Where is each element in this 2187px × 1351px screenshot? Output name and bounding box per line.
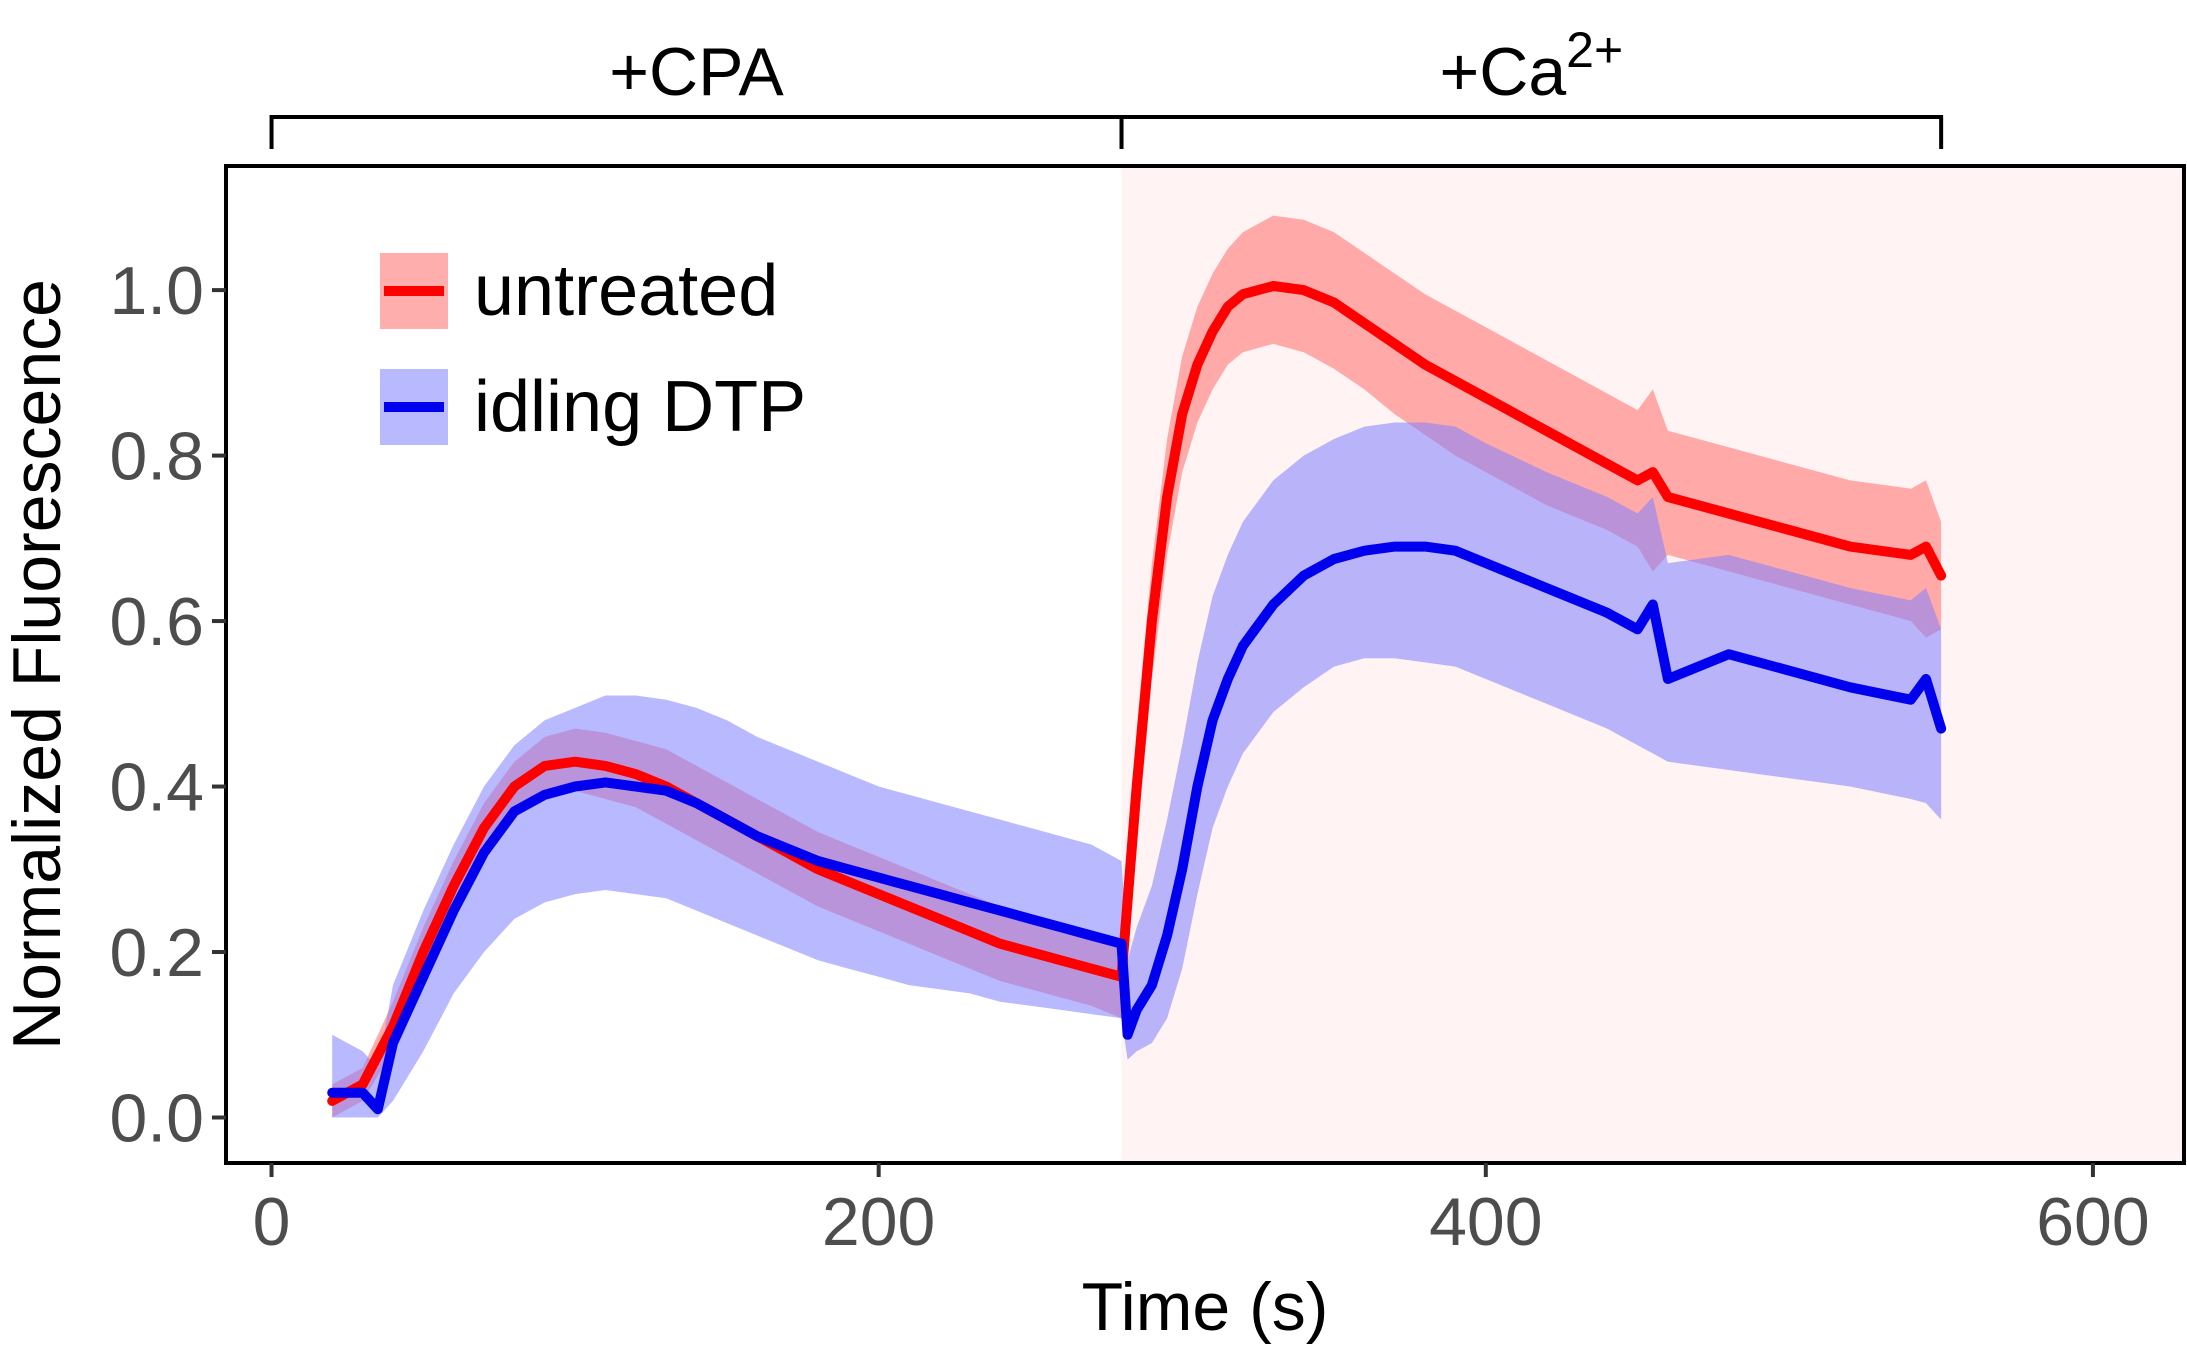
phase-label: +CPA [609,34,784,110]
x-tick-label: 400 [1429,1184,1542,1260]
y-tick-label: 0.4 [109,750,204,826]
series-line [327,541,1947,1115]
y-axis-label: Normalized Fluorescence [0,279,75,1050]
error-band [332,215,1942,1118]
x-tick-label: 600 [2036,1184,2149,1260]
y-tick-label: 0.6 [109,584,204,660]
y-tick-label: 0.0 [109,1080,204,1156]
y-tick-label: 1.0 [109,253,204,329]
y-tick-label: 0.2 [109,915,204,991]
phase-label: +Ca2+ [1440,22,1624,110]
series-line [327,281,1947,1106]
error-bands [332,215,1942,1118]
plot-border [224,164,2186,1165]
phase-bracket [269,115,1124,149]
legend: untreated idling DTP [380,251,806,447]
y-tick-label: 0.8 [109,419,204,495]
x-tick-label: 200 [822,1184,935,1260]
phase-bracket [1119,115,1944,149]
phase-annotations: +CPA +Ca2+ [269,22,1944,149]
legend-label: idling DTP [474,367,806,447]
legend-label: untreated [474,251,778,331]
axes: 0 200 400 600 0.0 0.2 0.4 0.6 0.8 1.0 [109,253,2149,1260]
series-lines [327,281,1947,1115]
error-band [332,422,1942,1118]
x-axis-label: Time (s) [1082,1269,1329,1345]
x-tick-label: 0 [253,1184,291,1260]
